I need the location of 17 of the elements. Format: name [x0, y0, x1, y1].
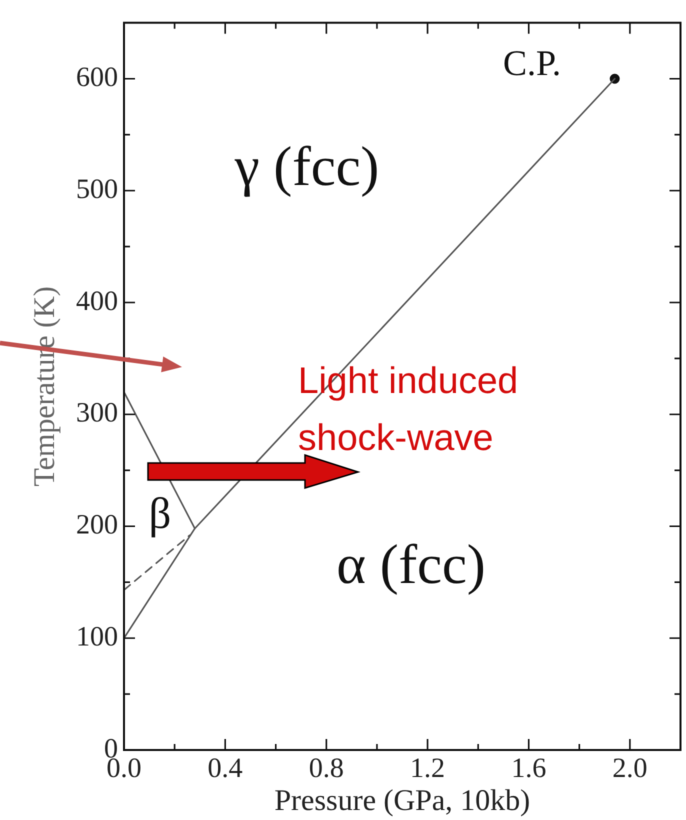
annotation: γ (fcc) — [234, 136, 380, 199]
x-tick-label: 2.0 — [612, 753, 648, 784]
y-tick-label: 100 — [76, 621, 118, 652]
x-tick-label: 1.2 — [410, 753, 446, 784]
y-tick-label: 300 — [76, 398, 118, 429]
x-axis-title: Pressure (GPa, 10kb) — [274, 784, 530, 817]
x-tick-label: 1.6 — [511, 753, 546, 784]
y-tick-label: 500 — [76, 174, 118, 205]
x-tick-label: 0.8 — [308, 753, 344, 784]
y-tick-label: 200 — [76, 510, 118, 541]
y-tick-label: 400 — [76, 286, 118, 317]
annotation: α (fcc) — [336, 534, 486, 597]
y-axis-title: Temperature (K) — [28, 286, 61, 487]
annotation: C.P. — [502, 43, 562, 84]
y-tick-label: 600 — [76, 62, 118, 94]
x-tick-label: 0.4 — [208, 753, 243, 784]
annotation: β — [148, 488, 172, 538]
